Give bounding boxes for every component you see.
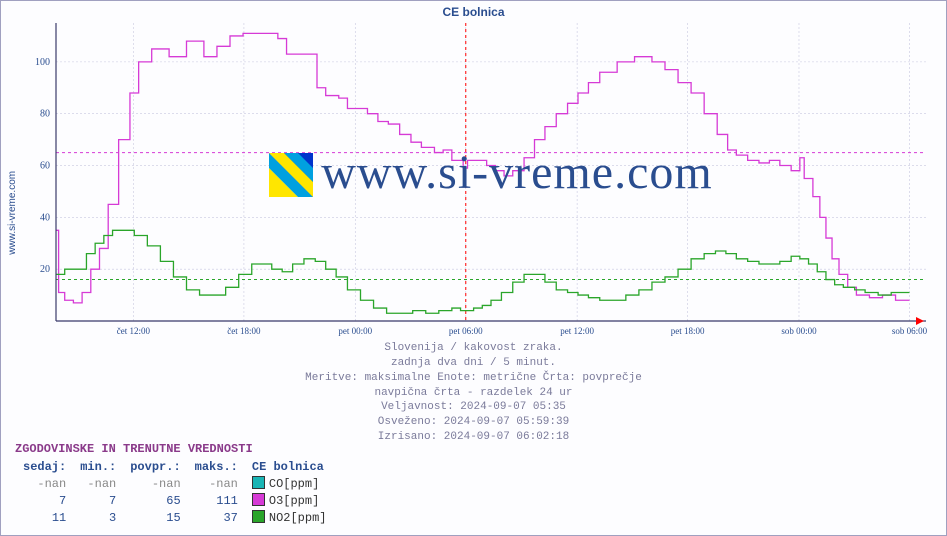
series-swatch-icon bbox=[252, 510, 265, 523]
stats-col-header: CE bolnica bbox=[246, 460, 333, 474]
y-axis-label: www.si-vreme.com bbox=[7, 171, 18, 255]
stats-col-header: min.: bbox=[74, 460, 122, 474]
stats-cell: 37 bbox=[189, 510, 244, 525]
svg-text:pet 18:00: pet 18:00 bbox=[671, 326, 705, 336]
stats-cell: 7 bbox=[17, 493, 72, 508]
stats-cell: -nan bbox=[189, 476, 244, 491]
stats-col-header: maks.: bbox=[189, 460, 244, 474]
caption-line: Slovenija / kakovost zraka. bbox=[1, 341, 946, 356]
table-row: -nan-nan-nan-nanCO[ppm] bbox=[17, 476, 332, 491]
svg-text:pet 12:00: pet 12:00 bbox=[560, 326, 594, 336]
table-row: 7765111O3[ppm] bbox=[17, 493, 332, 508]
caption-line: zadnja dva dni / 5 minut. bbox=[1, 356, 946, 371]
stats-col-header: povpr.: bbox=[124, 460, 186, 474]
stats-cell: 15 bbox=[124, 510, 186, 525]
stats-cell: 111 bbox=[189, 493, 244, 508]
chart-frame: CE bolnica www.si-vreme.com 20406080100č… bbox=[0, 0, 947, 536]
svg-text:pet 00:00: pet 00:00 bbox=[338, 326, 372, 336]
caption-line: Veljavnost: 2024-09-07 05:35 bbox=[1, 400, 946, 415]
stats-table-block: ZGODOVINSKE IN TRENUTNE VREDNOSTI sedaj:… bbox=[15, 442, 334, 527]
svg-text:40: 40 bbox=[40, 212, 50, 223]
stats-header-row: sedaj:min.:povpr.:maks.:CE bolnica bbox=[17, 460, 332, 474]
series-swatch-icon bbox=[252, 493, 265, 506]
chart-plot: 20406080100čet 12:00čet 18:00pet 00:00pe… bbox=[56, 23, 926, 321]
stats-table: sedaj:min.:povpr.:maks.:CE bolnica -nan-… bbox=[15, 458, 334, 527]
svg-text:pet 06:00: pet 06:00 bbox=[449, 326, 483, 336]
series-label-cell: NO2[ppm] bbox=[246, 510, 333, 525]
stats-cell: 11 bbox=[17, 510, 72, 525]
stats-cell: 7 bbox=[74, 493, 122, 508]
svg-text:sob 06:00: sob 06:00 bbox=[892, 326, 928, 336]
stats-col-header: sedaj: bbox=[17, 460, 72, 474]
stats-cell: 65 bbox=[124, 493, 186, 508]
stats-cell: -nan bbox=[74, 476, 122, 491]
svg-text:60: 60 bbox=[40, 161, 50, 172]
stats-cell: -nan bbox=[124, 476, 186, 491]
svg-text:čet 12:00: čet 12:00 bbox=[117, 326, 151, 336]
svg-text:100: 100 bbox=[35, 57, 50, 68]
stats-table-title: ZGODOVINSKE IN TRENUTNE VREDNOSTI bbox=[15, 442, 334, 456]
series-label-cell: CO[ppm] bbox=[246, 476, 333, 491]
svg-text:80: 80 bbox=[40, 109, 50, 120]
series-swatch-icon bbox=[252, 476, 265, 489]
table-row: 1131537NO2[ppm] bbox=[17, 510, 332, 525]
chart-title: CE bolnica bbox=[1, 5, 946, 19]
caption-block: Slovenija / kakovost zraka.zadnja dva dn… bbox=[1, 341, 946, 445]
stats-cell: -nan bbox=[17, 476, 72, 491]
series-label-cell: O3[ppm] bbox=[246, 493, 333, 508]
svg-text:čet 18:00: čet 18:00 bbox=[227, 326, 261, 336]
svg-text:20: 20 bbox=[40, 264, 50, 275]
caption-line: navpična črta - razdelek 24 ur bbox=[1, 386, 946, 401]
stats-cell: 3 bbox=[74, 510, 122, 525]
caption-line: Osveženo: 2024-09-07 05:59:39 bbox=[1, 415, 946, 430]
caption-line: Meritve: maksimalne Enote: metrične Črta… bbox=[1, 371, 946, 386]
svg-text:sob 00:00: sob 00:00 bbox=[781, 326, 817, 336]
